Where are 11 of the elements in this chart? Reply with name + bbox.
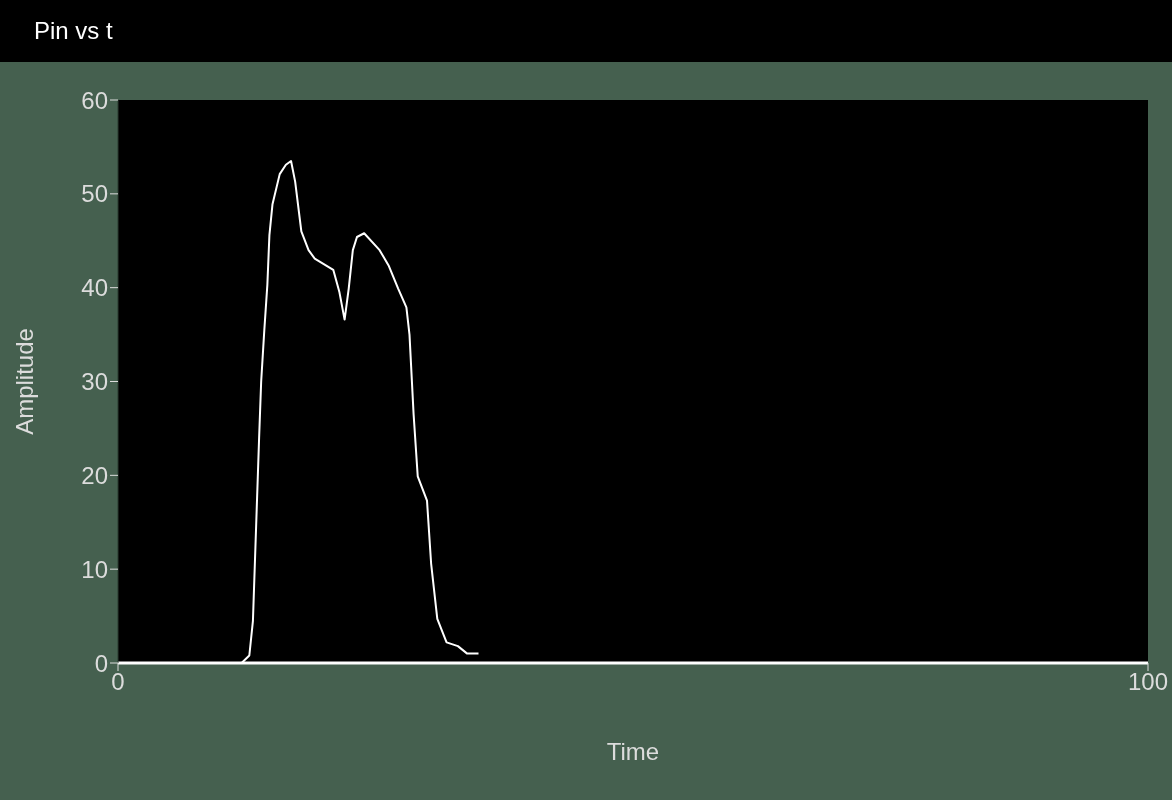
y-tick-label: 0 [94, 649, 108, 677]
y-tick-label: 10 [81, 555, 108, 583]
y-tick-label: 50 [81, 180, 108, 208]
y-tick-label: 60 [81, 86, 108, 114]
y-tick-label: 40 [81, 274, 108, 302]
y-tick-label: 30 [81, 368, 108, 396]
y-axis-title: Amplitude [10, 328, 38, 435]
y-tick-label: 20 [81, 461, 108, 489]
chart-title: Pin vs t [0, 0, 1172, 62]
x-axis-title: Time [606, 738, 660, 765]
x-tick-label: 100 [1127, 668, 1169, 696]
